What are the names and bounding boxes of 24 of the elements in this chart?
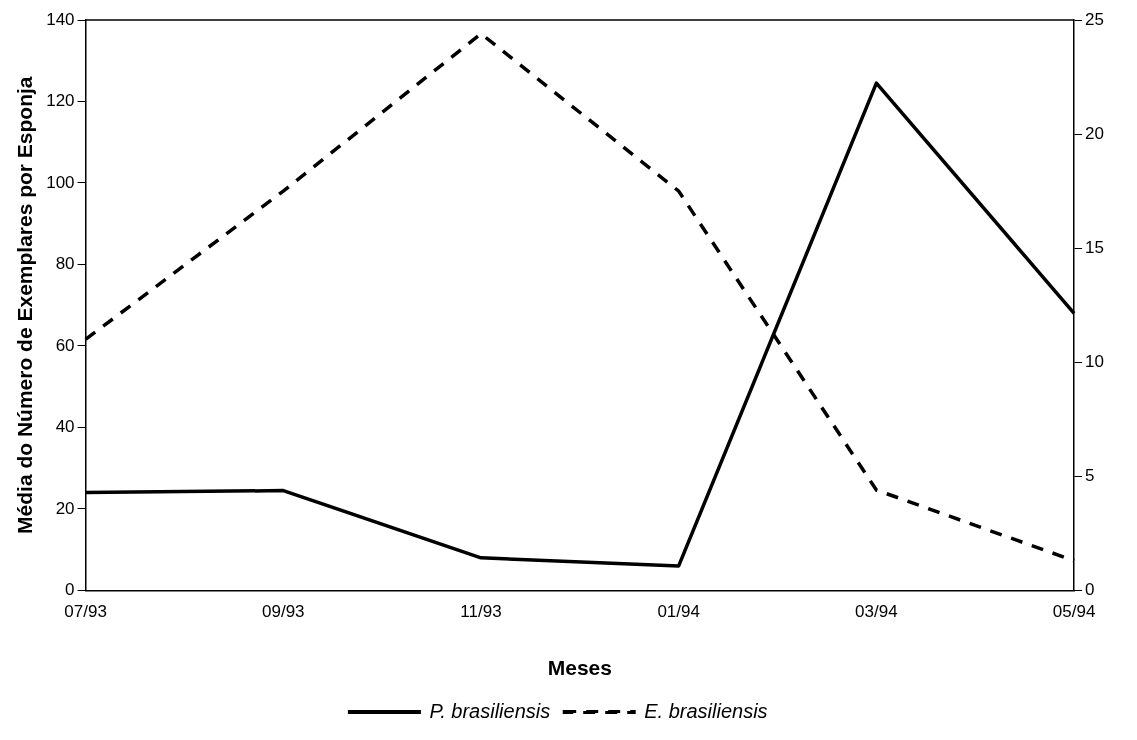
y-tick-label: 60 [55, 335, 75, 355]
y-tick-label: 80 [55, 254, 75, 274]
y-axis-title: Média do Número de Exemplares por Esponja [13, 76, 37, 534]
y2-tick-label: 15 [1085, 237, 1105, 257]
y-tick-label: 20 [55, 498, 75, 518]
legend-label: P. brasiliensis [429, 699, 551, 722]
y-tick-label: 140 [46, 9, 75, 29]
y2-tick-label: 10 [1085, 351, 1105, 371]
legend-label: E. brasiliensis [644, 699, 768, 722]
y-tick-label: 0 [65, 580, 75, 600]
x-tick-label: 05/94 [1052, 602, 1096, 622]
x-tick-label: 11/93 [460, 602, 502, 622]
x-tick-label: 09/93 [262, 602, 305, 622]
y2-tick-label: 25 [1085, 9, 1105, 29]
y-tick-label: 40 [55, 417, 75, 437]
y-tick-label: 120 [46, 91, 75, 111]
x-tick-label: 03/94 [855, 602, 898, 622]
y2-tick-label: 0 [1085, 580, 1095, 600]
x-tick-label: 01/94 [657, 602, 700, 622]
y-tick-label: 100 [46, 172, 75, 192]
y2-tick-label: 20 [1085, 123, 1105, 143]
x-tick-label: 07/93 [64, 602, 107, 622]
y2-tick-label: 5 [1085, 466, 1095, 486]
x-axis-title: Meses [547, 656, 612, 680]
